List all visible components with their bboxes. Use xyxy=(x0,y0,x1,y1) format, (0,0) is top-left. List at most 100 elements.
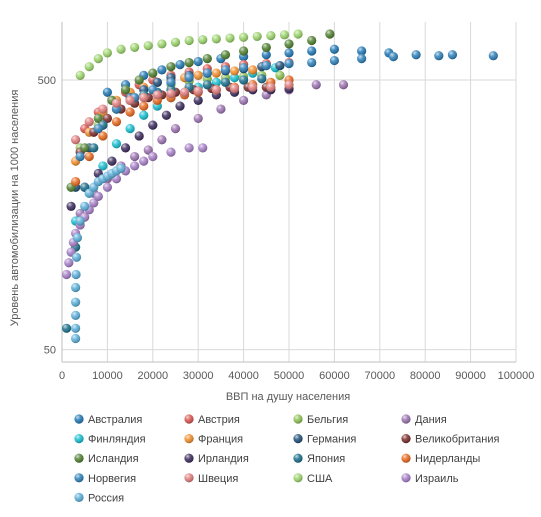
x-tick-label: 100000 xyxy=(498,370,535,382)
legend-item: Австрия xyxy=(184,414,240,426)
data-point-shine xyxy=(239,63,249,73)
data-point-shine xyxy=(307,35,317,46)
data-point-shine xyxy=(357,53,367,64)
x-axis-title: ВВП на душу населения xyxy=(226,391,350,403)
legend-label: Нидерланды xyxy=(415,453,480,465)
data-point-shine xyxy=(66,201,76,211)
data-point-shine xyxy=(152,90,162,100)
legend-item: Бельгия xyxy=(293,414,348,426)
legend-label: Франция xyxy=(198,434,243,446)
data-point-shine xyxy=(71,297,81,307)
data-point-shine xyxy=(211,68,221,78)
legend-marker-shine xyxy=(293,414,303,424)
legend-item: США xyxy=(293,473,333,485)
data-point-shine xyxy=(157,65,167,75)
legend-item: Россия xyxy=(74,492,124,504)
data-point-shine xyxy=(84,117,94,127)
series-14 xyxy=(71,80,294,145)
data-point-shine xyxy=(193,113,203,124)
data-point-shine xyxy=(239,32,249,42)
x-tick-label: 80000 xyxy=(410,370,441,382)
legend-label: Россия xyxy=(88,492,124,504)
data-point-shine xyxy=(143,145,153,155)
legend-label: Исландия xyxy=(88,453,139,465)
data-point-shine xyxy=(71,252,82,262)
data-point-shine xyxy=(130,42,140,53)
legend-label: Великобритания xyxy=(415,434,500,446)
data-point-shine xyxy=(139,110,149,120)
data-point-shine xyxy=(184,35,194,46)
legend-marker-shine xyxy=(74,453,84,463)
data-point-shine xyxy=(229,83,240,94)
data-point-shine xyxy=(329,55,339,66)
legend-marker-shine xyxy=(293,453,303,463)
x-tick-label: 50000 xyxy=(274,370,305,382)
data-point-shine xyxy=(130,151,140,162)
legend-marker-shine xyxy=(293,473,303,483)
data-point-shine xyxy=(125,107,135,117)
x-tick-label: 40000 xyxy=(228,370,259,382)
x-tick-label: 60000 xyxy=(319,370,350,382)
data-point-shine xyxy=(198,143,208,153)
data-point-shine xyxy=(98,161,108,171)
legend: Австралия Австрия Бельгия Дания Финляндия Фра… xyxy=(74,414,500,504)
data-point-shine xyxy=(75,216,85,226)
data-point-shine xyxy=(275,61,285,71)
data-point-shine xyxy=(202,53,212,64)
x-tick-label: 70000 xyxy=(365,370,396,382)
data-point-shine xyxy=(329,44,339,54)
data-point-shine xyxy=(225,33,235,43)
x-tick-label: 20000 xyxy=(138,370,169,382)
data-point-shine xyxy=(266,31,276,41)
data-point-shine xyxy=(148,120,158,130)
data-point-shine xyxy=(266,82,276,92)
legend-item: Ирландия xyxy=(184,453,249,465)
data-point-shine xyxy=(116,44,126,54)
legend-item: Дания xyxy=(401,414,447,426)
data-point-shine xyxy=(111,117,122,127)
legend-marker-shine xyxy=(184,453,194,463)
data-point-shine xyxy=(71,310,81,320)
data-point-shine xyxy=(134,75,144,85)
data-point-shine xyxy=(325,29,335,39)
data-point-shine xyxy=(61,323,72,333)
data-point-shine xyxy=(202,80,212,90)
legend-item: Германия xyxy=(293,434,356,446)
data-point-shine xyxy=(157,39,167,49)
legend-marker-shine xyxy=(401,414,411,424)
legend-marker-shine xyxy=(74,434,84,444)
y-tick-label: 500 xyxy=(38,75,56,87)
legend-label: Германия xyxy=(307,434,356,446)
data-point-shine xyxy=(111,98,122,108)
data-point-shine xyxy=(120,143,131,153)
data-point-shine xyxy=(134,131,144,141)
data-point-shine xyxy=(229,73,240,83)
legend-label: Финляндия xyxy=(88,434,146,446)
data-point-shine xyxy=(229,66,240,76)
data-point-shine xyxy=(72,233,83,243)
data-point-shine xyxy=(71,269,81,280)
data-point-shine xyxy=(261,61,271,71)
data-point-shine xyxy=(157,135,167,145)
data-point-shine xyxy=(93,113,103,124)
data-point-shine xyxy=(89,198,99,208)
legend-item: Япония xyxy=(293,453,345,465)
data-point-shine xyxy=(130,161,140,171)
data-point-shine xyxy=(75,70,85,80)
legend-label: Швеция xyxy=(198,473,238,485)
series-9 xyxy=(66,29,335,192)
legend-item: Норвегия xyxy=(74,473,136,485)
data-point-shine xyxy=(107,156,117,166)
grid xyxy=(61,22,517,362)
legend-label: США xyxy=(307,473,333,485)
data-point-shine xyxy=(261,50,271,60)
data-point-shine xyxy=(257,74,267,84)
legend-label: Бельгия xyxy=(307,414,348,426)
legend-item: Финляндия xyxy=(74,434,146,446)
data-point-shine xyxy=(93,191,103,202)
series-10 xyxy=(66,83,294,211)
data-point-shine xyxy=(198,35,208,45)
data-point-shine xyxy=(184,57,194,68)
